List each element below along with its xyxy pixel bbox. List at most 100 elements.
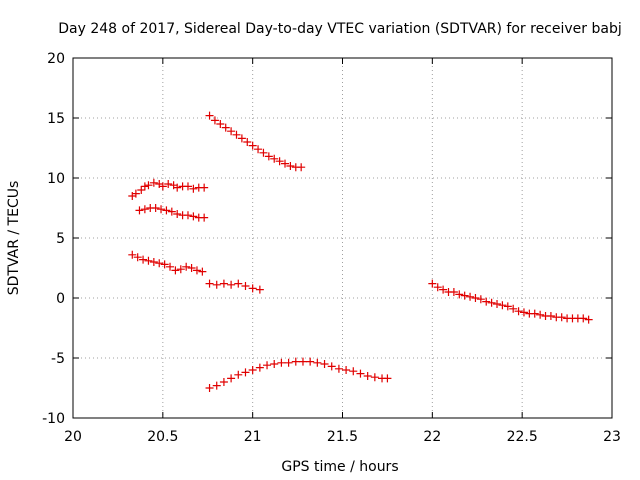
data-point (219, 378, 228, 386)
data-markers (128, 111, 593, 392)
data-point (192, 266, 201, 275)
y-tick-label: 5 (56, 231, 65, 247)
grid (73, 58, 612, 418)
data-point (546, 312, 555, 320)
data-point (212, 381, 221, 390)
data-point (144, 181, 153, 190)
data-point (327, 362, 336, 371)
data-point (306, 357, 315, 366)
data-point (135, 206, 144, 215)
data-point (237, 134, 246, 143)
data-point (205, 111, 214, 120)
data-point (137, 186, 146, 194)
data-point (363, 372, 372, 380)
data-point (536, 310, 545, 319)
x-tick-label: 21.5 (327, 429, 358, 445)
data-point (133, 253, 142, 262)
data-point (383, 374, 392, 383)
data-point (342, 366, 351, 374)
data-point (255, 285, 264, 294)
data-point (455, 290, 464, 299)
y-tick-label: -5 (51, 351, 65, 367)
data-point (182, 262, 191, 271)
data-point (439, 285, 448, 294)
data-point (370, 373, 379, 382)
data-point (227, 280, 236, 289)
data-point (248, 284, 257, 293)
data-point (493, 300, 502, 308)
data-point (313, 358, 322, 367)
data-point (334, 364, 343, 373)
y-tick-label: 20 (47, 51, 65, 67)
data-point (176, 265, 185, 274)
data-point (234, 370, 243, 379)
x-tick-label: 23 (603, 429, 621, 445)
data-point (284, 358, 293, 367)
data-point (254, 145, 263, 154)
data-point (164, 180, 173, 188)
series-arc-3 (128, 250, 207, 276)
data-point (162, 206, 171, 215)
data-point (514, 307, 523, 316)
data-point (460, 291, 469, 300)
data-point (428, 279, 437, 288)
data-point (216, 120, 225, 128)
data-point (530, 309, 539, 318)
data-point (498, 301, 507, 310)
data-point (471, 294, 480, 302)
data-point (482, 297, 491, 306)
data-point (160, 260, 169, 269)
data-point (151, 204, 160, 212)
data-point (503, 302, 512, 311)
data-point (584, 315, 593, 324)
data-point (189, 184, 198, 193)
data-point (241, 368, 250, 377)
data-point (227, 374, 236, 383)
data-point (234, 279, 243, 288)
data-point (198, 267, 207, 276)
data-point (487, 298, 496, 307)
y-axis-label: SDTVAR / TECUs (6, 181, 22, 296)
data-point (200, 183, 209, 192)
y-tick-label: 15 (47, 111, 65, 127)
data-point (291, 357, 300, 366)
data-point (158, 182, 167, 191)
data-point (320, 360, 329, 368)
data-point (263, 361, 272, 370)
series-arc-2 (135, 204, 209, 222)
chart-title: Day 248 of 2017, Sidereal Day-to-day VTE… (58, 21, 621, 37)
data-point (167, 207, 176, 216)
x-axis-label: GPS time / hours (281, 459, 398, 475)
data-point (277, 358, 286, 367)
data-point (219, 279, 228, 288)
data-point (140, 205, 149, 214)
x-tick-label: 20 (64, 429, 82, 445)
data-point (212, 280, 221, 289)
series-arc-7 (428, 279, 593, 324)
x-tick-label: 22.5 (507, 429, 538, 445)
y-tick-label: 0 (56, 291, 65, 307)
data-point (166, 262, 175, 271)
data-point (189, 212, 198, 221)
data-point (187, 264, 196, 272)
data-point (140, 182, 149, 191)
data-point (200, 213, 209, 222)
data-point (221, 123, 230, 132)
data-point (243, 138, 252, 146)
data-point (286, 162, 295, 170)
data-point (205, 384, 214, 392)
data-point (149, 178, 158, 187)
x-tick-label: 21 (244, 429, 262, 445)
data-point (557, 313, 566, 322)
axis-ticks: 20 20.5 21 21.5 22 22.5 23 -10 -5 0 5 10 15 20 (42, 51, 621, 445)
data-point (155, 259, 164, 268)
data-point (281, 159, 290, 168)
data-point (149, 258, 158, 266)
data-point (297, 163, 306, 172)
data-point (579, 314, 588, 323)
data-point (128, 250, 137, 259)
y-tick-label: 10 (47, 171, 65, 187)
data-point (476, 295, 485, 304)
data-point (227, 127, 236, 136)
